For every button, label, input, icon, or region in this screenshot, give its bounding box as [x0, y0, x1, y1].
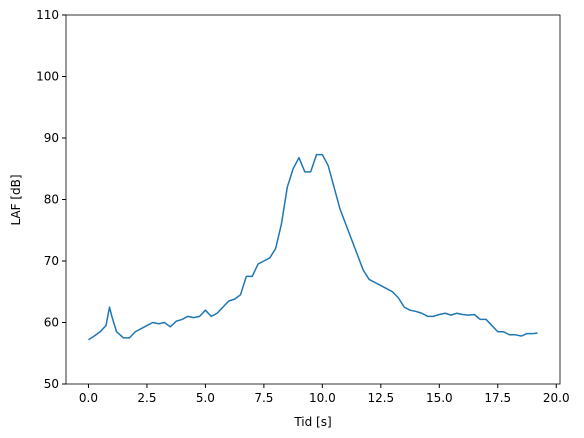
y-tick-label: 100 [36, 70, 59, 84]
x-tick-label: 2.5 [137, 391, 156, 405]
x-tick-label: 5.0 [196, 391, 215, 405]
y-tick-label: 110 [36, 8, 59, 22]
x-tick-label: 0.0 [79, 391, 98, 405]
y-tick-label: 50 [44, 377, 59, 391]
x-tick-label: 15.0 [426, 391, 453, 405]
y-axis-label: LAF [dB] [9, 174, 23, 225]
y-tick-label: 70 [44, 254, 59, 268]
x-tick-label: 20.0 [543, 391, 570, 405]
y-tick-label: 90 [44, 131, 59, 145]
line [88, 153, 538, 341]
x-tick-label: 7.5 [254, 391, 273, 405]
x-tick-label: 10.0 [309, 391, 336, 405]
y-tick-label: 80 [44, 193, 59, 207]
x-axis-label: Tid [s] [293, 415, 331, 429]
x-tick-label: 12.5 [367, 391, 394, 405]
plot-frame [65, 14, 561, 385]
y-tick-label: 60 [44, 316, 59, 330]
x-tick-label: 17.5 [484, 391, 511, 405]
